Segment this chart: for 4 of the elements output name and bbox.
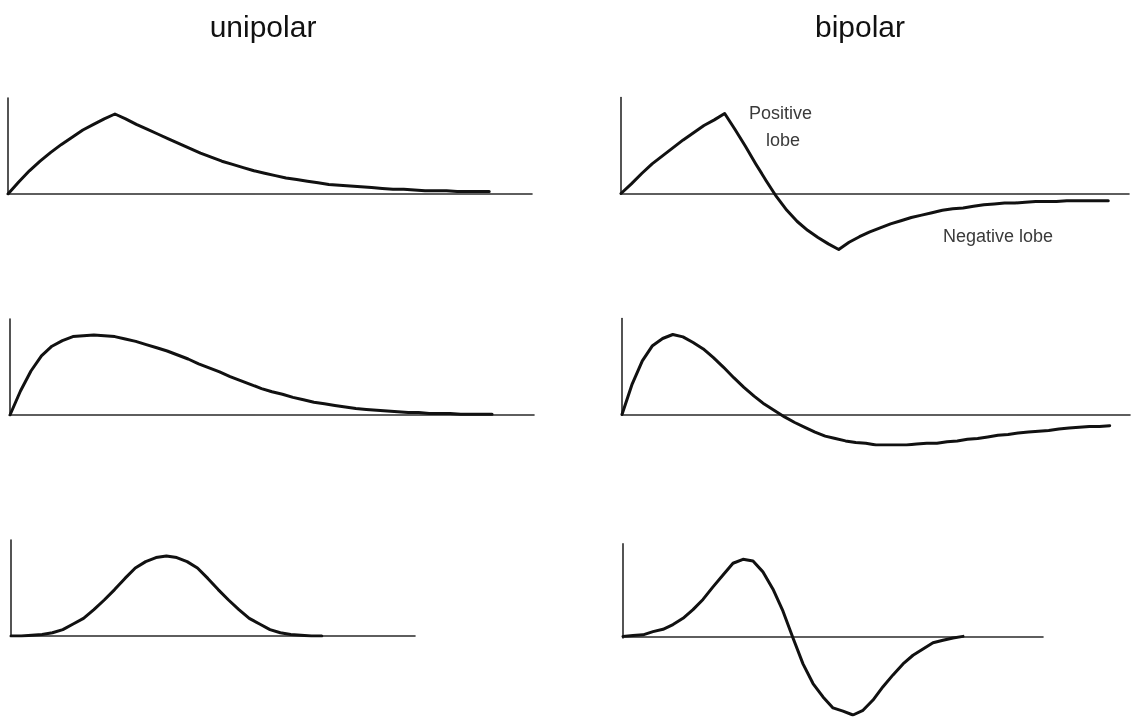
chart-title: unipolar: [209, 9, 317, 43]
chart-title: bipolar: [814, 9, 906, 43]
annotation: Negative lobe: [942, 226, 1054, 246]
annotation: Positive lobe: [748, 102, 818, 150]
